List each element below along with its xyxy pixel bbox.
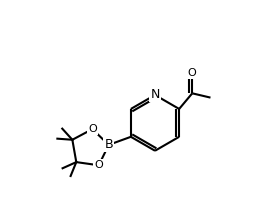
Text: N: N	[150, 88, 160, 101]
Text: O: O	[88, 124, 97, 134]
Text: O: O	[94, 160, 103, 170]
Text: B: B	[104, 138, 113, 151]
Text: O: O	[188, 68, 197, 78]
